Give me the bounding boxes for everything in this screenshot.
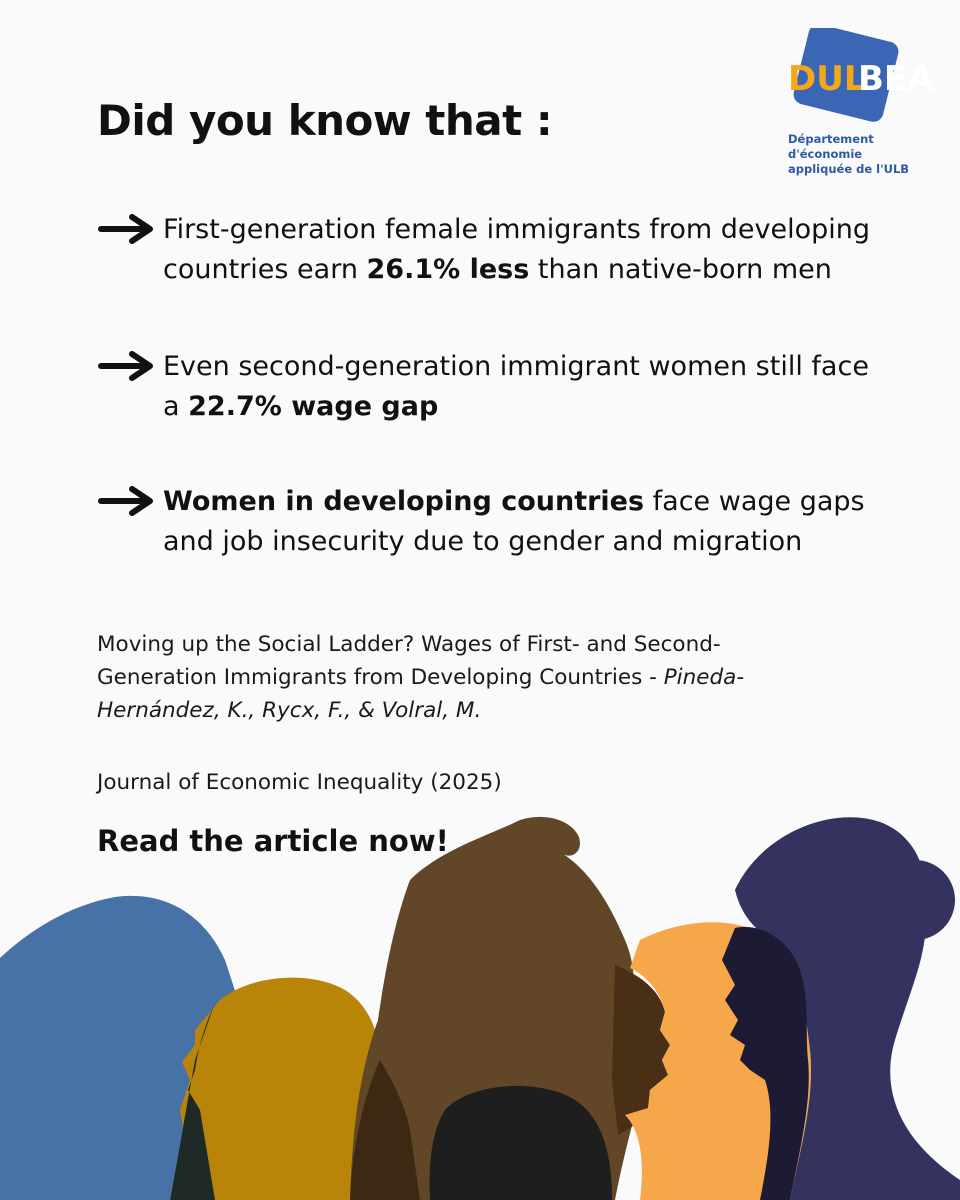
logo-caption-line2: appliquée de l'ULB [788,162,910,176]
logo-caption-line1: Département d'économie [788,132,874,161]
silhouette-dark-head [429,1085,612,1200]
fact-text-3-bold: Women in developing countries [163,486,645,517]
logo-caption: Département d'économie appliquée de l'UL… [788,132,946,177]
fact-text-1-pre: First-generation female immigrants from … [163,214,871,285]
article-title: Moving up the Social Ladder? Wages of Fi… [97,632,721,690]
article-citation[interactable]: Moving up the Social Ladder? Wages of Fi… [97,628,817,727]
logo-wordmark-part1: DUL [788,59,866,99]
fact-text-2: Even second-generation immigrant women s… [163,347,893,427]
silhouette-blue-face [0,970,120,1200]
arrow-right-icon [98,486,153,516]
fact-text-2-bold: 22.7% wage gap [188,391,439,422]
dulbea-logo[interactable]: DUL BEA Département d'économie appliquée… [786,28,946,176]
arrow-right-icon [98,351,153,381]
fact-text-1-post: than native-born men [529,254,832,285]
silhouette-dark-brown-lower [350,1060,420,1200]
fact-text-1: First-generation female immigrants from … [163,210,893,290]
silhouette-overlap-dark [170,1005,215,1200]
logo-wordmark-part2: BEA [858,59,934,99]
fact-text-3-post: face wage gaps and job insecurity due to… [163,486,865,557]
fact-text-1-bold: 26.1% less [366,254,530,285]
fact-text-3: Women in developing countries face wage … [163,482,893,562]
page-heading: Did you know that : [97,96,553,145]
logo-mark-icon: DUL BEA [788,28,934,122]
journal-name: Journal of Economic Inequality (2025) [97,770,502,795]
arrow-right-icon [98,214,153,244]
silhouette-gold [180,977,392,1200]
article-authors: Pineda-Hernández, K., Rycx, F., & Volral… [97,665,745,723]
fact-text-2-pre: Even second-generation immigrant women s… [163,351,869,422]
silhouette-brown-profile [612,965,670,1135]
read-article-cta[interactable]: Read the article now! [97,824,449,858]
silhouette-navy [735,817,960,1200]
silhouette-navy-profile [722,926,809,1200]
